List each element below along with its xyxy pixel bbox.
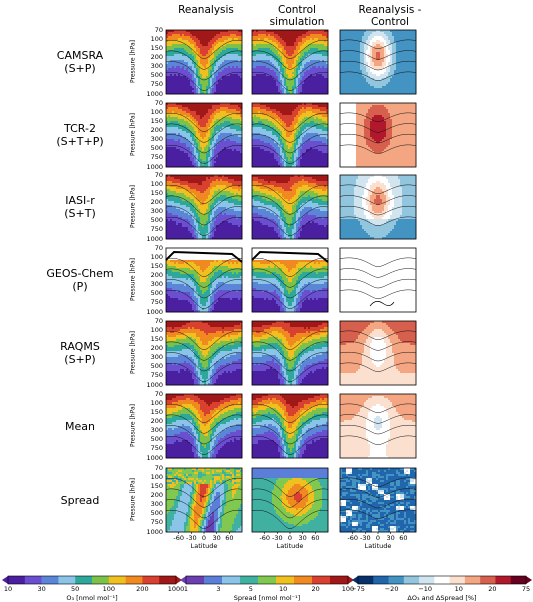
colorbar-swatch [222,576,240,584]
colorbar-swatch [419,576,435,584]
colorbar-swatch [58,576,75,584]
colorbar-swatch [42,576,59,584]
colorbar-swatch [389,576,405,584]
colorbar-tick-label: 3 [206,585,230,593]
colorbar-extend-low [2,576,8,584]
colorbar-label: Spread [nmol mol⁻¹] [186,594,348,602]
colorbar-tick-label: 75 [514,585,533,593]
colorbar-tick-label: 10 [447,585,471,593]
colorbar-swatch [126,576,143,584]
colorbar-swatch [511,576,527,584]
colorbar-swatch [312,576,330,584]
colorbar-extend-high [526,576,532,584]
colorbar-extend-low [352,576,358,584]
colorbar-tick-label: −20 [380,585,404,593]
colorbar-swatch [204,576,222,584]
colorbar-1 [180,576,354,584]
colorbar-swatch [75,576,92,584]
colorbar-swatch [25,576,42,584]
colorbar-swatch [159,576,176,584]
colorbar-swatch [109,576,126,584]
colorbar-tick-label: −10 [413,585,437,593]
colorbar-swatch [330,576,348,584]
colorbar-tick-label: 10 [0,585,20,593]
colorbar-swatch [495,576,511,584]
colorbar-tick-label: −75 [346,585,370,593]
colorbar-tick-label: 30 [30,585,54,593]
colorbar-swatch [240,576,258,584]
colorbar-tick-label: 1 [174,585,198,593]
colorbar-tick-label: 50 [63,585,87,593]
colorbar-label: ΔO₃ and ΔSpread [%] [358,594,526,602]
colorbar-tick-label: 5 [239,585,263,593]
colorbar-swatch [92,576,109,584]
colorbar-swatch [142,576,159,584]
colorbar-swatch [434,576,450,584]
colorbar-swatch [450,576,466,584]
colorbar-extend-low [180,576,186,584]
colorbar-swatch [294,576,312,584]
colorbar-swatch [480,576,496,584]
colorbar-swatch [465,576,481,584]
colorbar-swatch [404,576,420,584]
colorbar-swatch [258,576,276,584]
colorbar-tick-label: 20 [480,585,504,593]
colorbar-swatch [358,576,374,584]
colorbar-0 [2,576,182,584]
colorbar-swatch [276,576,294,584]
colorbar-swatch [373,576,389,584]
colorbar-tick-label: 200 [130,585,154,593]
colorbar-2 [352,576,532,584]
colorbar-label: O₃ [nmol mol⁻¹] [8,594,176,602]
colorbar-tick-label: 10 [271,585,295,593]
colorbar-swatch [8,576,25,584]
colorbar-swatch [186,576,204,584]
colorbar-tick-label: 100 [97,585,121,593]
colorbar-tick-label: 20 [304,585,328,593]
